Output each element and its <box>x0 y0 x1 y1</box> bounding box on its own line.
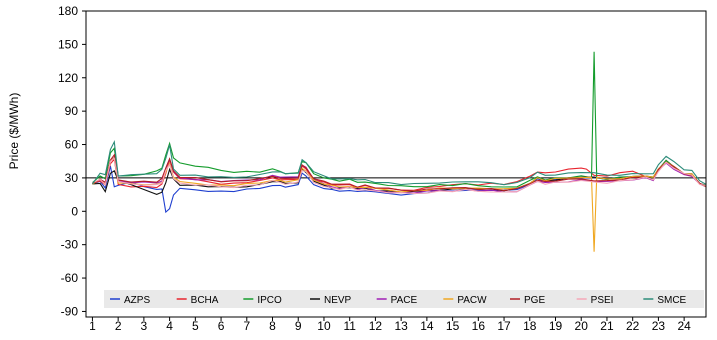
x-tick-label: 24 <box>677 319 691 333</box>
y-tick-label: 60 <box>65 138 79 152</box>
series-line-smce <box>91 140 707 186</box>
legend-label-psei: PSEI <box>591 295 614 306</box>
x-tick-label: 11 <box>343 319 356 333</box>
x-tick-label: 13 <box>394 319 408 333</box>
y-tick-label: 180 <box>58 4 78 18</box>
x-tick-label: 21 <box>600 319 614 333</box>
x-tick-label: 3 <box>141 319 148 333</box>
x-axis: 1 2 3 4 5 6 7 8 9 10 11 12 13 14 15 16 17 18 19 20 21 22 23 24 <box>89 317 691 333</box>
x-tick-label: 4 <box>166 319 173 333</box>
x-tick-label: 10 <box>317 319 331 333</box>
y-tick-label: 120 <box>58 71 78 85</box>
x-tick-label: 18 <box>523 319 537 333</box>
x-tick-label: 8 <box>269 319 276 333</box>
x-tick-label: 17 <box>497 319 511 333</box>
series-line-pge <box>92 153 707 192</box>
x-tick-label: 15 <box>446 319 460 333</box>
y-tick-label: 150 <box>58 37 78 51</box>
y-tick-label: 30 <box>65 171 79 185</box>
x-tick-label: 9 <box>295 319 302 333</box>
y-tick-label: -60 <box>61 271 79 285</box>
x-tick-label: 6 <box>218 319 225 333</box>
x-tick-label: 7 <box>243 319 250 333</box>
x-tick-label: 16 <box>472 319 486 333</box>
legend: AZPS BCHA IPCO NEVP PACE PACW PGE PSEI SMCE <box>104 290 704 308</box>
series-line-pacw <box>92 156 707 252</box>
legend-label-azps: AZPS <box>124 295 150 306</box>
x-tick-label: 1 <box>89 319 96 333</box>
x-tick-label: 23 <box>652 319 666 333</box>
y-axis-label: Price ($/MWh) <box>7 93 21 170</box>
legend-box <box>104 290 704 308</box>
x-tick-label: 22 <box>626 319 640 333</box>
legend-label-bcha: BCHA <box>191 295 219 306</box>
legend-label-ipco: IPCO <box>257 295 282 306</box>
plot-area-frame <box>85 10 707 318</box>
y-tick-label: 90 <box>65 104 79 118</box>
legend-label-pge: PGE <box>524 295 545 306</box>
y-tick-label: -30 <box>61 238 79 252</box>
legend-label-nevp: NEVP <box>324 295 352 306</box>
legend-label-smce: SMCE <box>657 295 686 306</box>
series-line-ipco <box>92 51 707 188</box>
legend-label-pacw: PACW <box>457 295 487 306</box>
x-tick-label: 2 <box>115 319 122 333</box>
series-line-psei <box>92 157 707 195</box>
y-axis: 180 150 120 90 60 30 0 -30 -60 -90 <box>58 4 86 318</box>
x-tick-label: 19 <box>549 319 563 333</box>
y-tick-label: -90 <box>61 304 79 318</box>
series-lines <box>91 51 707 252</box>
y-tick-label: 0 <box>71 204 78 218</box>
x-tick-label: 20 <box>575 319 589 333</box>
x-tick-label: 14 <box>420 319 434 333</box>
series-line-azps <box>92 159 707 214</box>
legend-label-pace: PACE <box>391 295 418 306</box>
x-tick-label: 12 <box>369 319 383 333</box>
x-tick-label: 5 <box>192 319 199 333</box>
